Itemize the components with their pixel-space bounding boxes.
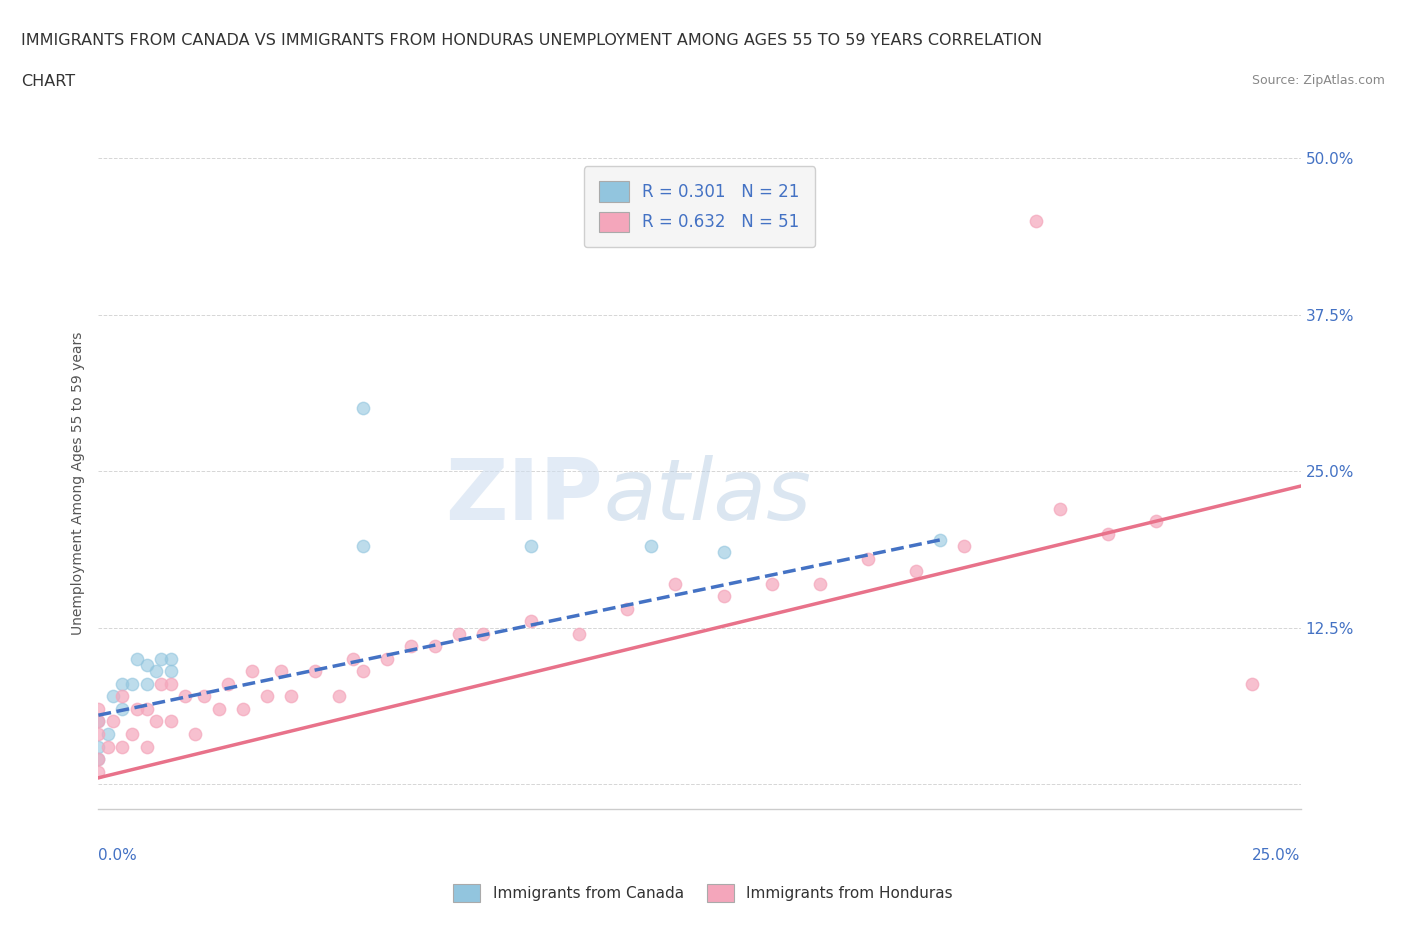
Point [664, 577, 686, 591]
Text: CHART: CHART [21, 74, 75, 89]
Point [87, 764, 110, 779]
Point [145, 664, 167, 679]
Point [149, 651, 172, 666]
Point [111, 701, 134, 716]
Point [87, 739, 110, 754]
Point [135, 658, 157, 672]
Point [135, 701, 157, 716]
Point [447, 627, 470, 642]
Y-axis label: Unemployment Among Ages 55 to 59 years: Unemployment Among Ages 55 to 59 years [70, 332, 84, 635]
Point [352, 538, 374, 553]
Point [208, 701, 231, 716]
Point [232, 701, 254, 716]
Point [856, 551, 879, 566]
Point [87, 701, 110, 716]
Point [399, 639, 422, 654]
Point [87, 714, 110, 729]
Point [808, 577, 831, 591]
Point [101, 689, 124, 704]
Point [111, 739, 134, 754]
Point [1025, 213, 1047, 228]
Point [1049, 501, 1071, 516]
Point [472, 627, 495, 642]
Text: 25.0%: 25.0% [1253, 848, 1301, 863]
Point [174, 689, 197, 704]
Point [97, 726, 120, 741]
Point [159, 676, 181, 691]
Text: IMMIGRANTS FROM CANADA VS IMMIGRANTS FROM HONDURAS UNEMPLOYMENT AMONG AGES 55 TO: IMMIGRANTS FROM CANADA VS IMMIGRANTS FRO… [21, 33, 1042, 47]
Point [159, 664, 181, 679]
Point [904, 564, 927, 578]
Point [328, 689, 350, 704]
Point [352, 401, 374, 416]
Point [1144, 513, 1167, 528]
Point [145, 714, 167, 729]
Point [640, 538, 662, 553]
Text: atlas: atlas [603, 455, 811, 538]
Point [280, 689, 302, 704]
Text: Source: ZipAtlas.com: Source: ZipAtlas.com [1251, 74, 1385, 87]
Point [270, 664, 292, 679]
Point [568, 627, 591, 642]
Point [159, 714, 181, 729]
Point [240, 664, 263, 679]
Point [375, 651, 398, 666]
Point [256, 689, 278, 704]
Point [111, 689, 134, 704]
Point [217, 676, 239, 691]
Point [121, 726, 143, 741]
Point [149, 676, 172, 691]
Point [423, 639, 446, 654]
Point [121, 676, 143, 691]
Point [304, 664, 326, 679]
Point [87, 714, 110, 729]
Point [125, 651, 148, 666]
Legend: Immigrants from Canada, Immigrants from Honduras: Immigrants from Canada, Immigrants from … [447, 878, 959, 909]
Point [953, 538, 976, 553]
Point [97, 739, 120, 754]
Point [87, 751, 110, 766]
Point [352, 664, 374, 679]
Point [135, 676, 157, 691]
Point [342, 651, 364, 666]
Point [713, 545, 735, 560]
Text: ZIP: ZIP [446, 455, 603, 538]
Point [125, 701, 148, 716]
Point [616, 602, 638, 617]
Point [520, 614, 543, 629]
Point [761, 577, 783, 591]
Point [928, 533, 950, 548]
Text: 0.0%: 0.0% [98, 848, 138, 863]
Point [1097, 526, 1119, 541]
Point [111, 676, 134, 691]
Point [87, 726, 110, 741]
Point [193, 689, 215, 704]
Point [520, 538, 543, 553]
Point [183, 726, 205, 741]
Point [713, 589, 735, 604]
Point [159, 651, 181, 666]
Point [135, 739, 157, 754]
Point [1241, 676, 1264, 691]
Point [87, 751, 110, 766]
Point [101, 714, 124, 729]
Legend: R = 0.301   N = 21, R = 0.632   N = 51: R = 0.301 N = 21, R = 0.632 N = 51 [583, 166, 815, 247]
